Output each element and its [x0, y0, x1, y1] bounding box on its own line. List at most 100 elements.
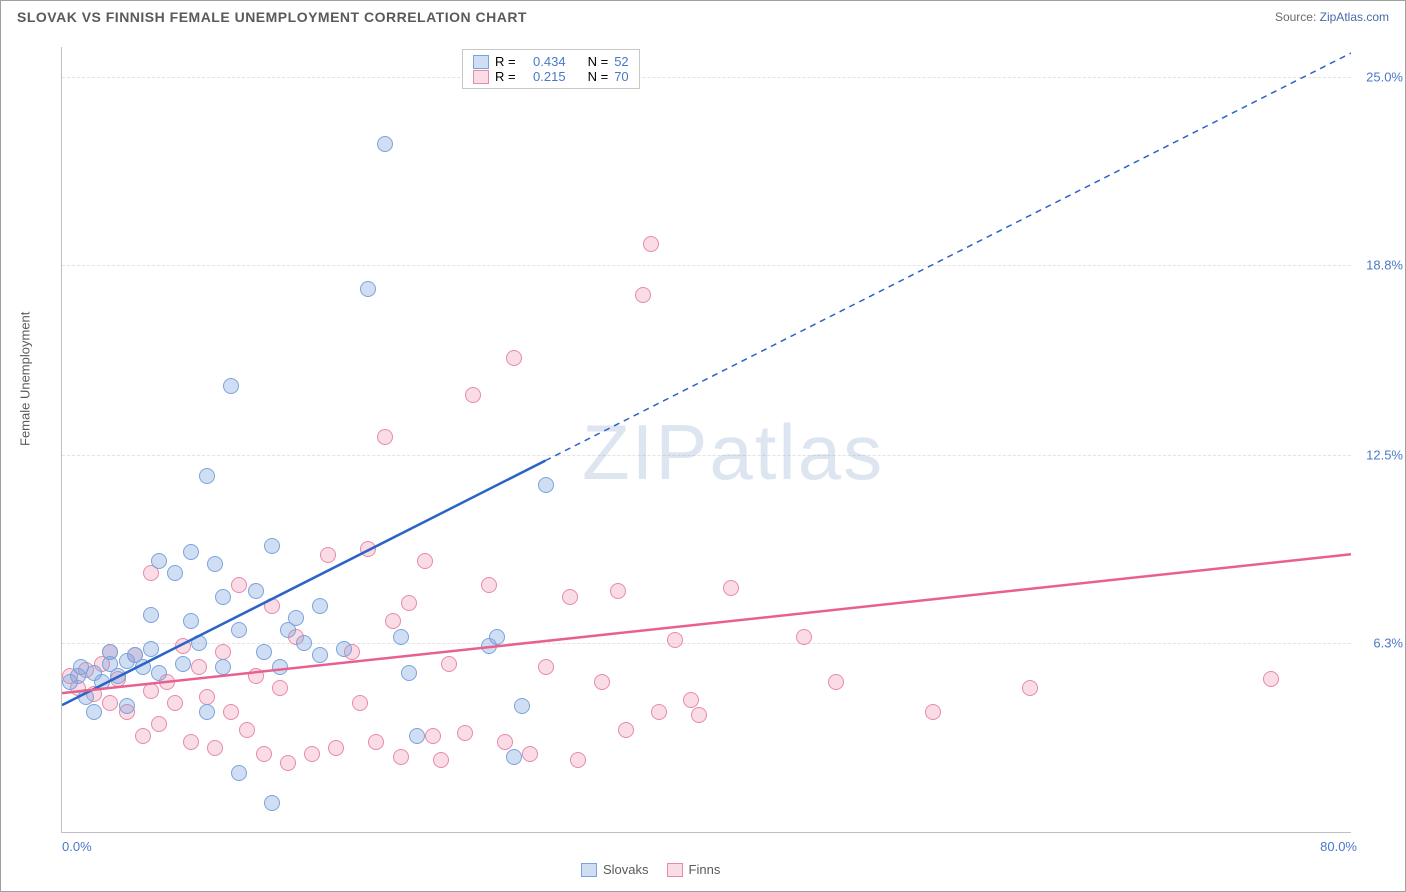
point-finn — [223, 704, 239, 720]
point-slovak — [538, 477, 554, 493]
point-slovak — [514, 698, 530, 714]
point-finn — [610, 583, 626, 599]
point-finn — [135, 728, 151, 744]
chart-title: SLOVAK VS FINNISH FEMALE UNEMPLOYMENT CO… — [17, 9, 527, 25]
point-slovak — [143, 641, 159, 657]
chart-header: SLOVAK VS FINNISH FEMALE UNEMPLOYMENT CO… — [17, 9, 1389, 25]
point-finn — [667, 632, 683, 648]
point-finn — [594, 674, 610, 690]
y-axis-title: Female Unemployment — [18, 312, 33, 446]
point-finn — [828, 674, 844, 690]
point-finn — [457, 725, 473, 741]
point-finn — [167, 695, 183, 711]
y-tick-label: 18.8% — [1366, 257, 1403, 272]
point-slovak — [401, 665, 417, 681]
point-finn — [264, 598, 280, 614]
point-finn — [368, 734, 384, 750]
point-finn — [441, 656, 457, 672]
point-finn — [401, 595, 417, 611]
point-slovak — [360, 281, 376, 297]
legend-stats-finns: R = 0.215 N = 70 — [473, 69, 629, 84]
point-finn — [643, 236, 659, 252]
y-tick-label: 6.3% — [1373, 635, 1403, 650]
point-slovak — [78, 689, 94, 705]
point-finn — [465, 387, 481, 403]
point-slovak — [175, 656, 191, 672]
point-finn — [796, 629, 812, 645]
point-finn — [385, 613, 401, 629]
point-finn — [304, 746, 320, 762]
point-finn — [151, 716, 167, 732]
point-slovak — [393, 629, 409, 645]
y-tick-label: 25.0% — [1366, 70, 1403, 85]
point-finn — [723, 580, 739, 596]
point-finn — [256, 746, 272, 762]
point-finn — [691, 707, 707, 723]
point-finn — [328, 740, 344, 756]
point-finn — [538, 659, 554, 675]
point-finn — [248, 668, 264, 684]
point-finn — [143, 683, 159, 699]
gridline — [62, 643, 1351, 644]
point-finn — [635, 287, 651, 303]
point-slovak — [119, 698, 135, 714]
point-slovak — [264, 795, 280, 811]
point-slovak — [264, 538, 280, 554]
point-slovak — [312, 598, 328, 614]
point-slovak — [489, 629, 505, 645]
point-slovak — [135, 659, 151, 675]
point-slovak — [110, 668, 126, 684]
swatch-slovaks-icon — [581, 863, 597, 877]
point-finn — [231, 577, 247, 593]
plot-area: 6.3%12.5%18.8%25.0% 0.0%80.0% ZIPatlas R… — [61, 47, 1351, 833]
point-finn — [393, 749, 409, 765]
legend-stats-slovaks: R = 0.434 N = 52 — [473, 54, 629, 69]
chart-container: SLOVAK VS FINNISH FEMALE UNEMPLOYMENT CO… — [0, 0, 1406, 892]
point-finn — [618, 722, 634, 738]
point-finn — [280, 755, 296, 771]
x-tick-label: 80.0% — [1320, 839, 1357, 854]
gridline — [62, 455, 1351, 456]
point-finn — [651, 704, 667, 720]
point-finn — [425, 728, 441, 744]
point-finn — [481, 577, 497, 593]
point-finn — [562, 589, 578, 605]
point-finn — [360, 541, 376, 557]
point-slovak — [377, 136, 393, 152]
point-finn — [925, 704, 941, 720]
point-slovak — [215, 589, 231, 605]
point-finn — [272, 680, 288, 696]
point-slovak — [199, 704, 215, 720]
point-slovak — [94, 674, 110, 690]
point-finn — [1022, 680, 1038, 696]
point-finn — [207, 740, 223, 756]
point-slovak — [86, 704, 102, 720]
point-slovak — [288, 610, 304, 626]
point-finn — [199, 689, 215, 705]
y-tick-label: 12.5% — [1366, 448, 1403, 463]
point-slovak — [151, 553, 167, 569]
point-finn — [175, 638, 191, 654]
point-slovak — [215, 659, 231, 675]
swatch-finns-icon — [667, 863, 683, 877]
point-finn — [1263, 671, 1279, 687]
swatch-slovaks-icon — [473, 55, 489, 69]
point-finn — [215, 644, 231, 660]
point-slovak — [199, 468, 215, 484]
point-slovak — [207, 556, 223, 572]
swatch-finns-icon — [473, 70, 489, 84]
point-slovak — [167, 565, 183, 581]
watermark: ZIPatlas — [582, 407, 884, 498]
point-slovak — [223, 378, 239, 394]
gridline — [62, 77, 1351, 78]
point-finn — [497, 734, 513, 750]
point-slovak — [506, 749, 522, 765]
point-slovak — [183, 544, 199, 560]
legend-stats: R = 0.434 N = 52 R = 0.215 N = 70 — [462, 49, 640, 89]
point-finn — [102, 695, 118, 711]
point-finn — [377, 429, 393, 445]
point-finn — [320, 547, 336, 563]
point-finn — [183, 734, 199, 750]
point-slovak — [272, 659, 288, 675]
point-finn — [191, 659, 207, 675]
